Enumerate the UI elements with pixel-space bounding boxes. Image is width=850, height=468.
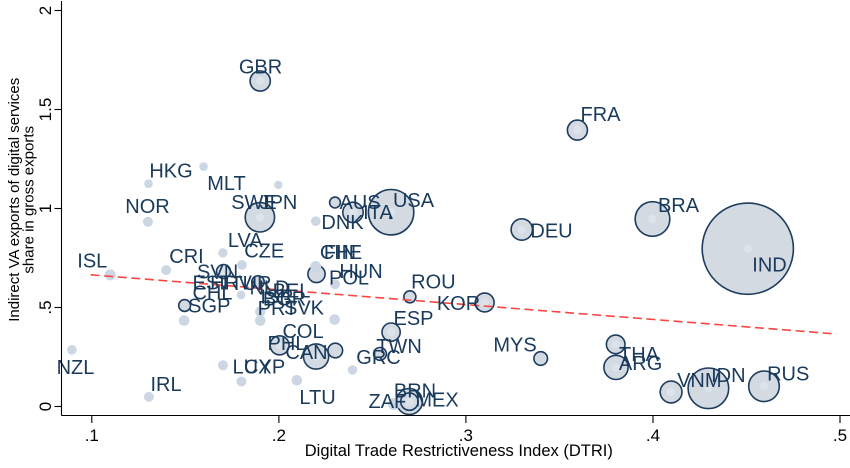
- svg-text:SWE: SWE: [231, 192, 277, 214]
- svg-text:Digital Trade Restrictiveness: Digital Trade Restrictiveness Index (DTR…: [305, 442, 613, 460]
- svg-text:EST: EST: [193, 272, 232, 294]
- svg-text:LVA: LVA: [228, 230, 263, 252]
- svg-text:1.5: 1.5: [36, 98, 55, 122]
- svg-text:CHL: CHL: [192, 282, 232, 304]
- svg-text:.2: .2: [272, 426, 286, 445]
- svg-text:VNM: VNM: [677, 370, 721, 392]
- svg-text:FIN: FIN: [324, 242, 356, 264]
- svg-text:Indirect VA exports of digital: Indirect VA exports of digital services: [6, 78, 23, 322]
- svg-text:IDN: IDN: [711, 365, 745, 387]
- svg-text:SGP: SGP: [188, 295, 230, 317]
- svg-text:ITA: ITA: [363, 202, 393, 224]
- svg-text:GBR: GBR: [239, 56, 282, 78]
- svg-text:CHE: CHE: [320, 242, 362, 264]
- svg-text:THA: THA: [619, 344, 660, 366]
- svg-text:.1: .1: [85, 426, 99, 445]
- svg-text:CRI: CRI: [169, 246, 203, 268]
- svg-text:share in gross exports: share in gross exports: [21, 126, 38, 274]
- svg-text:BRA: BRA: [658, 195, 700, 217]
- svg-text:ISR: ISR: [260, 286, 293, 308]
- svg-text:GRC: GRC: [356, 347, 400, 369]
- svg-text:ESP: ESP: [393, 308, 433, 330]
- svg-text:PHL: PHL: [268, 333, 307, 355]
- svg-text:IRL: IRL: [150, 374, 181, 396]
- svg-text:SVN: SVN: [197, 261, 238, 283]
- svg-text:BRN: BRN: [394, 380, 436, 402]
- svg-text:COL: COL: [282, 321, 323, 343]
- svg-text:RUS: RUS: [767, 363, 809, 385]
- svg-text:POL: POL: [329, 267, 369, 289]
- svg-text:NOR: NOR: [125, 196, 169, 218]
- svg-text:.4: .4: [646, 426, 660, 445]
- svg-text:MLT: MLT: [207, 173, 246, 195]
- svg-text:FRA: FRA: [581, 104, 622, 126]
- svg-text:ZAF: ZAF: [369, 391, 407, 413]
- svg-text:PRT: PRT: [258, 298, 298, 320]
- svg-text:.3: .3: [459, 426, 473, 445]
- svg-text:HRV: HRV: [210, 272, 253, 294]
- svg-text:TWN: TWN: [376, 336, 422, 358]
- svg-text:.5: .5: [833, 426, 847, 445]
- svg-text:BGR: BGR: [263, 288, 306, 310]
- svg-text:NZL: NZL: [57, 357, 95, 379]
- svg-text:SVK: SVK: [284, 297, 325, 319]
- svg-text:MEX: MEX: [415, 390, 458, 412]
- svg-text:2: 2: [36, 6, 55, 15]
- svg-text:IND: IND: [752, 254, 786, 276]
- svg-text:NLD: NLD: [249, 277, 289, 299]
- svg-text:KOR: KOR: [437, 293, 480, 315]
- svg-text:BEL: BEL: [273, 281, 311, 303]
- svg-text:USA: USA: [393, 190, 435, 212]
- svg-text:DNK: DNK: [321, 212, 364, 234]
- svg-text:JPN: JPN: [260, 192, 298, 214]
- svg-text:CZE: CZE: [244, 240, 284, 262]
- svg-text:ROU: ROU: [411, 272, 455, 294]
- svg-text:MYS: MYS: [493, 335, 536, 357]
- svg-text:CAN: CAN: [285, 342, 327, 364]
- svg-text:TUR: TUR: [230, 273, 271, 295]
- svg-text:HKG: HKG: [149, 160, 192, 182]
- svg-text:0: 0: [36, 402, 55, 411]
- svg-text:ISL: ISL: [77, 250, 107, 272]
- svg-text:AUS: AUS: [339, 192, 380, 214]
- svg-text:ARG: ARG: [619, 353, 662, 375]
- svg-text:LTU: LTU: [299, 387, 335, 409]
- svg-text:LUX: LUX: [233, 357, 272, 379]
- svg-text:1: 1: [36, 204, 55, 213]
- svg-text:.5: .5: [36, 300, 55, 314]
- svg-text:HUN: HUN: [339, 261, 382, 283]
- svg-text:DEU: DEU: [530, 220, 572, 242]
- svg-text:CYP: CYP: [244, 357, 285, 379]
